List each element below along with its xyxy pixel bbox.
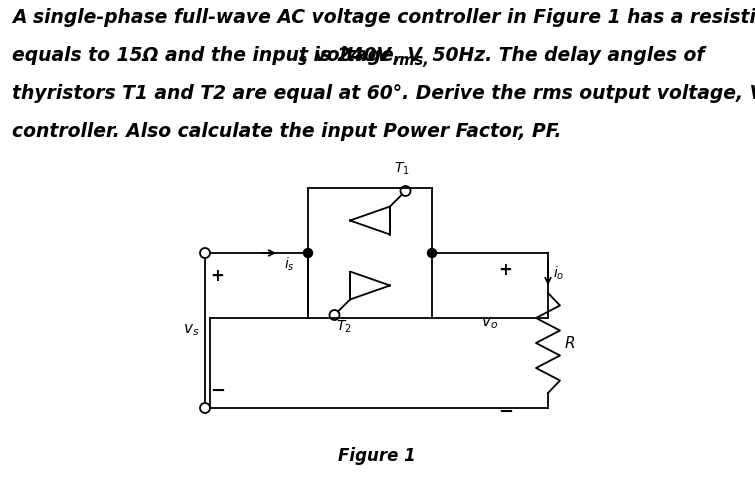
Text: s: s	[298, 53, 307, 68]
Text: $v_o$: $v_o$	[481, 315, 498, 331]
Circle shape	[427, 248, 436, 257]
Text: A single-phase full-wave AC voltage controller in Figure 1 has a resistive load,: A single-phase full-wave AC voltage cont…	[12, 8, 755, 27]
Text: $i_s$: $i_s$	[284, 256, 294, 273]
Text: −: −	[210, 382, 225, 400]
Text: $T_2$: $T_2$	[336, 318, 352, 335]
Text: +: +	[498, 261, 512, 279]
Text: 50Hz. The delay angles of: 50Hz. The delay angles of	[426, 46, 704, 65]
Text: thyristors T1 and T2 are equal at 60°. Derive the rms output voltage, Vo for thi: thyristors T1 and T2 are equal at 60°. D…	[12, 84, 755, 103]
Text: rms,: rms,	[393, 53, 430, 68]
Text: $R$: $R$	[564, 335, 575, 351]
Text: $T_1$: $T_1$	[394, 160, 410, 176]
Text: is 240V: is 240V	[307, 46, 391, 65]
Text: $v_s$: $v_s$	[183, 323, 199, 339]
Text: −: −	[498, 403, 513, 421]
Text: equals to 15Ω and the input voltage, V: equals to 15Ω and the input voltage, V	[12, 46, 422, 65]
Text: Figure 1: Figure 1	[338, 447, 416, 465]
Circle shape	[304, 248, 313, 257]
Text: $i_o$: $i_o$	[553, 264, 565, 282]
Text: controller. Also calculate the input Power Factor, PF.: controller. Also calculate the input Pow…	[12, 122, 562, 141]
Text: +: +	[210, 267, 224, 285]
